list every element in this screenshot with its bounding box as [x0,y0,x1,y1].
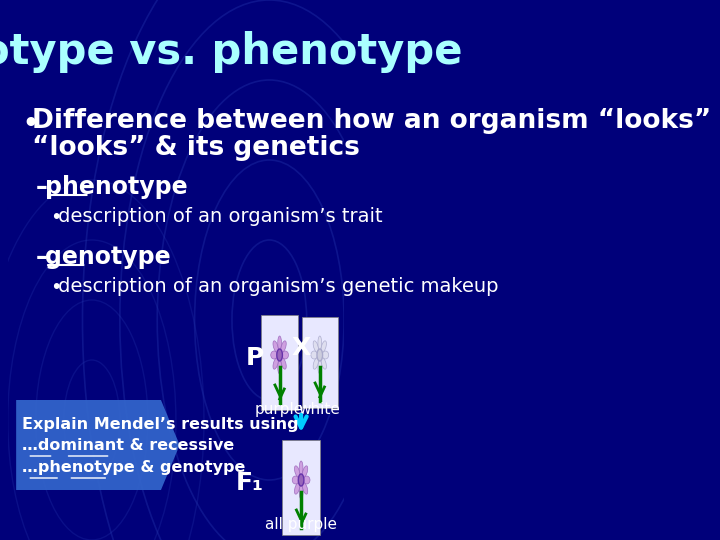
Ellipse shape [311,351,318,359]
Ellipse shape [321,358,326,369]
Ellipse shape [322,351,328,359]
FancyBboxPatch shape [261,315,298,410]
Text: Genotype vs. phenotype: Genotype vs. phenotype [0,31,463,73]
Text: all purple: all purple [265,517,337,532]
Ellipse shape [278,360,282,374]
Ellipse shape [313,341,318,352]
Text: phenotype: phenotype [45,175,188,199]
Text: white: white [299,402,341,417]
Ellipse shape [300,461,303,475]
Ellipse shape [318,336,322,350]
Ellipse shape [317,349,323,361]
FancyBboxPatch shape [302,317,338,408]
Text: “looks” & its genetics: “looks” & its genetics [32,135,360,161]
Text: F₁: F₁ [235,471,264,495]
Text: description of an organism’s genetic makeup: description of an organism’s genetic mak… [58,277,499,296]
Ellipse shape [292,476,299,484]
Ellipse shape [271,351,277,359]
Text: X: X [292,336,311,360]
Ellipse shape [276,349,282,361]
Ellipse shape [282,351,289,359]
Ellipse shape [294,466,300,477]
Ellipse shape [303,476,310,484]
Text: Explain Mendel’s results using: Explain Mendel’s results using [22,417,298,432]
Ellipse shape [278,336,282,350]
Polygon shape [16,400,180,490]
Ellipse shape [302,483,307,494]
Ellipse shape [294,483,300,494]
Text: •: • [22,110,40,139]
Text: •: • [50,208,61,227]
Text: purple: purple [255,402,305,417]
Ellipse shape [281,341,287,352]
Ellipse shape [298,474,304,486]
Text: –: – [36,175,48,199]
Text: •: • [50,278,61,297]
Ellipse shape [302,466,307,477]
Ellipse shape [321,341,326,352]
FancyBboxPatch shape [282,440,320,535]
Text: –: – [36,245,48,269]
Text: P: P [246,346,264,370]
Text: Difference between how an organism “looks” & its genetics: Difference between how an organism “look… [32,108,720,134]
Ellipse shape [281,358,287,369]
Text: genotype: genotype [45,245,171,269]
Ellipse shape [300,485,303,499]
Ellipse shape [273,341,279,352]
Text: …dominant & recessive: …dominant & recessive [22,438,234,453]
Ellipse shape [318,360,322,374]
Text: …phenotype & genotype: …phenotype & genotype [22,460,245,475]
Text: description of an organism’s trait: description of an organism’s trait [58,207,383,226]
Ellipse shape [273,358,279,369]
Ellipse shape [313,358,318,369]
